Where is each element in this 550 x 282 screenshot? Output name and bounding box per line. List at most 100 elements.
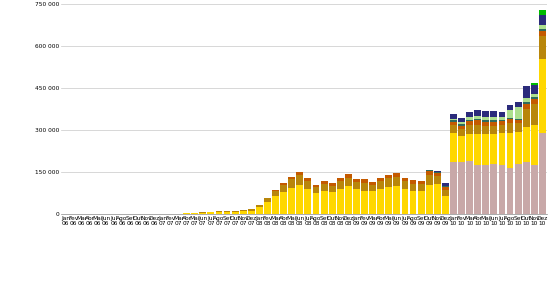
- Bar: [498, 120, 505, 121]
- Bar: [305, 189, 311, 214]
- Bar: [393, 173, 400, 177]
- Bar: [434, 173, 441, 176]
- Bar: [280, 192, 287, 214]
- Bar: [539, 36, 546, 59]
- Bar: [482, 120, 490, 122]
- Bar: [353, 182, 360, 189]
- Bar: [410, 184, 416, 191]
- Bar: [450, 119, 457, 120]
- Bar: [442, 188, 449, 190]
- Bar: [466, 117, 473, 120]
- Bar: [482, 111, 490, 117]
- Bar: [434, 176, 441, 184]
- Bar: [458, 122, 465, 124]
- Bar: [264, 198, 271, 202]
- Bar: [507, 109, 514, 118]
- Bar: [523, 109, 530, 127]
- Bar: [498, 112, 505, 117]
- Bar: [539, 133, 546, 214]
- Bar: [256, 204, 263, 205]
- Bar: [232, 212, 239, 214]
- Bar: [224, 211, 230, 212]
- Bar: [183, 213, 190, 214]
- Bar: [240, 210, 246, 211]
- Bar: [458, 125, 465, 129]
- Bar: [393, 177, 400, 186]
- Bar: [531, 165, 538, 214]
- Bar: [377, 181, 384, 189]
- Bar: [491, 120, 497, 122]
- Bar: [491, 111, 497, 117]
- Bar: [442, 196, 449, 214]
- Bar: [232, 211, 239, 212]
- Legend: NCG-INGRID-PT, LIP Lisboa, LIP Coimbra, U. Porto, CFP, IST, IEETA, U. Aveiro, Cl: NCG-INGRID-PT, LIP Lisboa, LIP Coimbra, …: [67, 281, 541, 282]
- Bar: [207, 212, 214, 214]
- Bar: [450, 133, 457, 162]
- Bar: [321, 191, 328, 214]
- Bar: [474, 116, 481, 119]
- Bar: [312, 187, 320, 193]
- Bar: [466, 125, 473, 134]
- Bar: [466, 121, 473, 125]
- Bar: [523, 86, 530, 98]
- Bar: [450, 120, 457, 122]
- Bar: [386, 187, 392, 214]
- Bar: [337, 189, 344, 214]
- Bar: [498, 133, 505, 165]
- Bar: [288, 188, 295, 214]
- Bar: [474, 165, 481, 214]
- Bar: [199, 212, 206, 213]
- Bar: [507, 118, 514, 119]
- Bar: [482, 125, 490, 134]
- Bar: [369, 185, 376, 191]
- Bar: [280, 185, 287, 192]
- Bar: [402, 181, 409, 189]
- Bar: [523, 162, 530, 214]
- Bar: [264, 202, 271, 214]
- Bar: [361, 191, 368, 214]
- Bar: [402, 178, 409, 181]
- Bar: [498, 165, 505, 214]
- Bar: [450, 125, 457, 133]
- Bar: [296, 185, 303, 214]
- Bar: [458, 162, 465, 214]
- Bar: [434, 184, 441, 214]
- Bar: [296, 175, 303, 185]
- Bar: [426, 175, 433, 185]
- Bar: [539, 28, 546, 31]
- Bar: [353, 179, 360, 182]
- Bar: [498, 121, 505, 125]
- Bar: [507, 105, 514, 109]
- Bar: [280, 183, 287, 185]
- Bar: [272, 190, 279, 191]
- Bar: [474, 120, 481, 125]
- Bar: [482, 165, 490, 214]
- Bar: [417, 191, 425, 214]
- Bar: [531, 100, 538, 104]
- Bar: [482, 122, 490, 125]
- Bar: [369, 191, 376, 214]
- Bar: [417, 184, 425, 191]
- Bar: [539, 59, 546, 133]
- Bar: [515, 102, 521, 107]
- Bar: [199, 213, 206, 214]
- Bar: [256, 207, 263, 214]
- Bar: [264, 197, 271, 198]
- Bar: [312, 185, 320, 187]
- Bar: [482, 117, 490, 120]
- Bar: [272, 191, 279, 196]
- Bar: [353, 189, 360, 214]
- Bar: [498, 125, 505, 133]
- Bar: [361, 183, 368, 191]
- Bar: [321, 181, 328, 184]
- Bar: [507, 168, 514, 214]
- Bar: [256, 205, 263, 207]
- Bar: [523, 104, 530, 109]
- Bar: [191, 213, 198, 214]
- Bar: [369, 182, 376, 185]
- Bar: [539, 16, 546, 25]
- Bar: [450, 114, 457, 119]
- Bar: [507, 133, 514, 168]
- Bar: [474, 125, 481, 135]
- Bar: [417, 181, 425, 184]
